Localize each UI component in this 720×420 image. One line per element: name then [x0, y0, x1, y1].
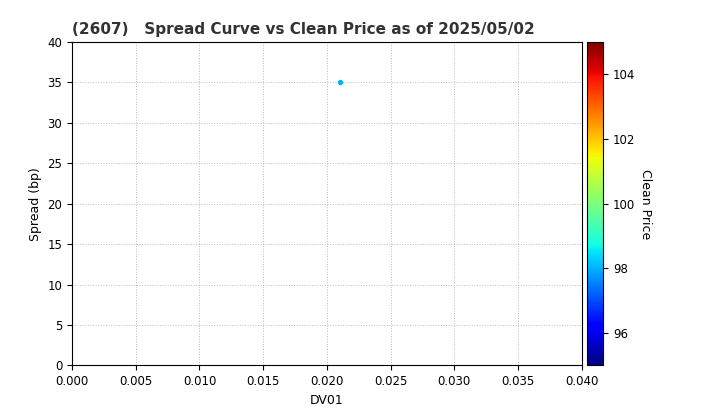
Text: (2607)   Spread Curve vs Clean Price as of 2025/05/02: (2607) Spread Curve vs Clean Price as of…: [72, 22, 535, 37]
Point: [334, 79, 346, 86]
Y-axis label: Clean Price: Clean Price: [639, 168, 652, 239]
Y-axis label: Spread (bp): Spread (bp): [29, 167, 42, 241]
X-axis label: DV01: DV01: [310, 394, 343, 407]
